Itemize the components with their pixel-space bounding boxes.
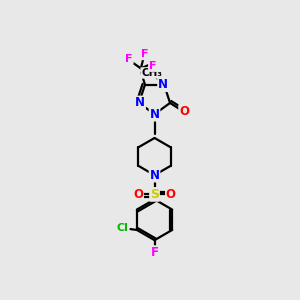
Text: N: N bbox=[158, 78, 168, 91]
Text: N: N bbox=[149, 169, 160, 182]
Text: N: N bbox=[149, 108, 160, 121]
Text: CH₃: CH₃ bbox=[141, 68, 162, 78]
Text: F: F bbox=[125, 54, 133, 64]
Text: S: S bbox=[150, 188, 159, 201]
Text: F: F bbox=[149, 61, 156, 71]
Text: Cl: Cl bbox=[117, 223, 129, 233]
Text: N: N bbox=[135, 96, 145, 110]
Text: O: O bbox=[166, 188, 176, 201]
Text: O: O bbox=[133, 188, 143, 201]
Text: F: F bbox=[151, 246, 158, 259]
Text: F: F bbox=[141, 50, 149, 59]
Text: O: O bbox=[179, 105, 189, 118]
